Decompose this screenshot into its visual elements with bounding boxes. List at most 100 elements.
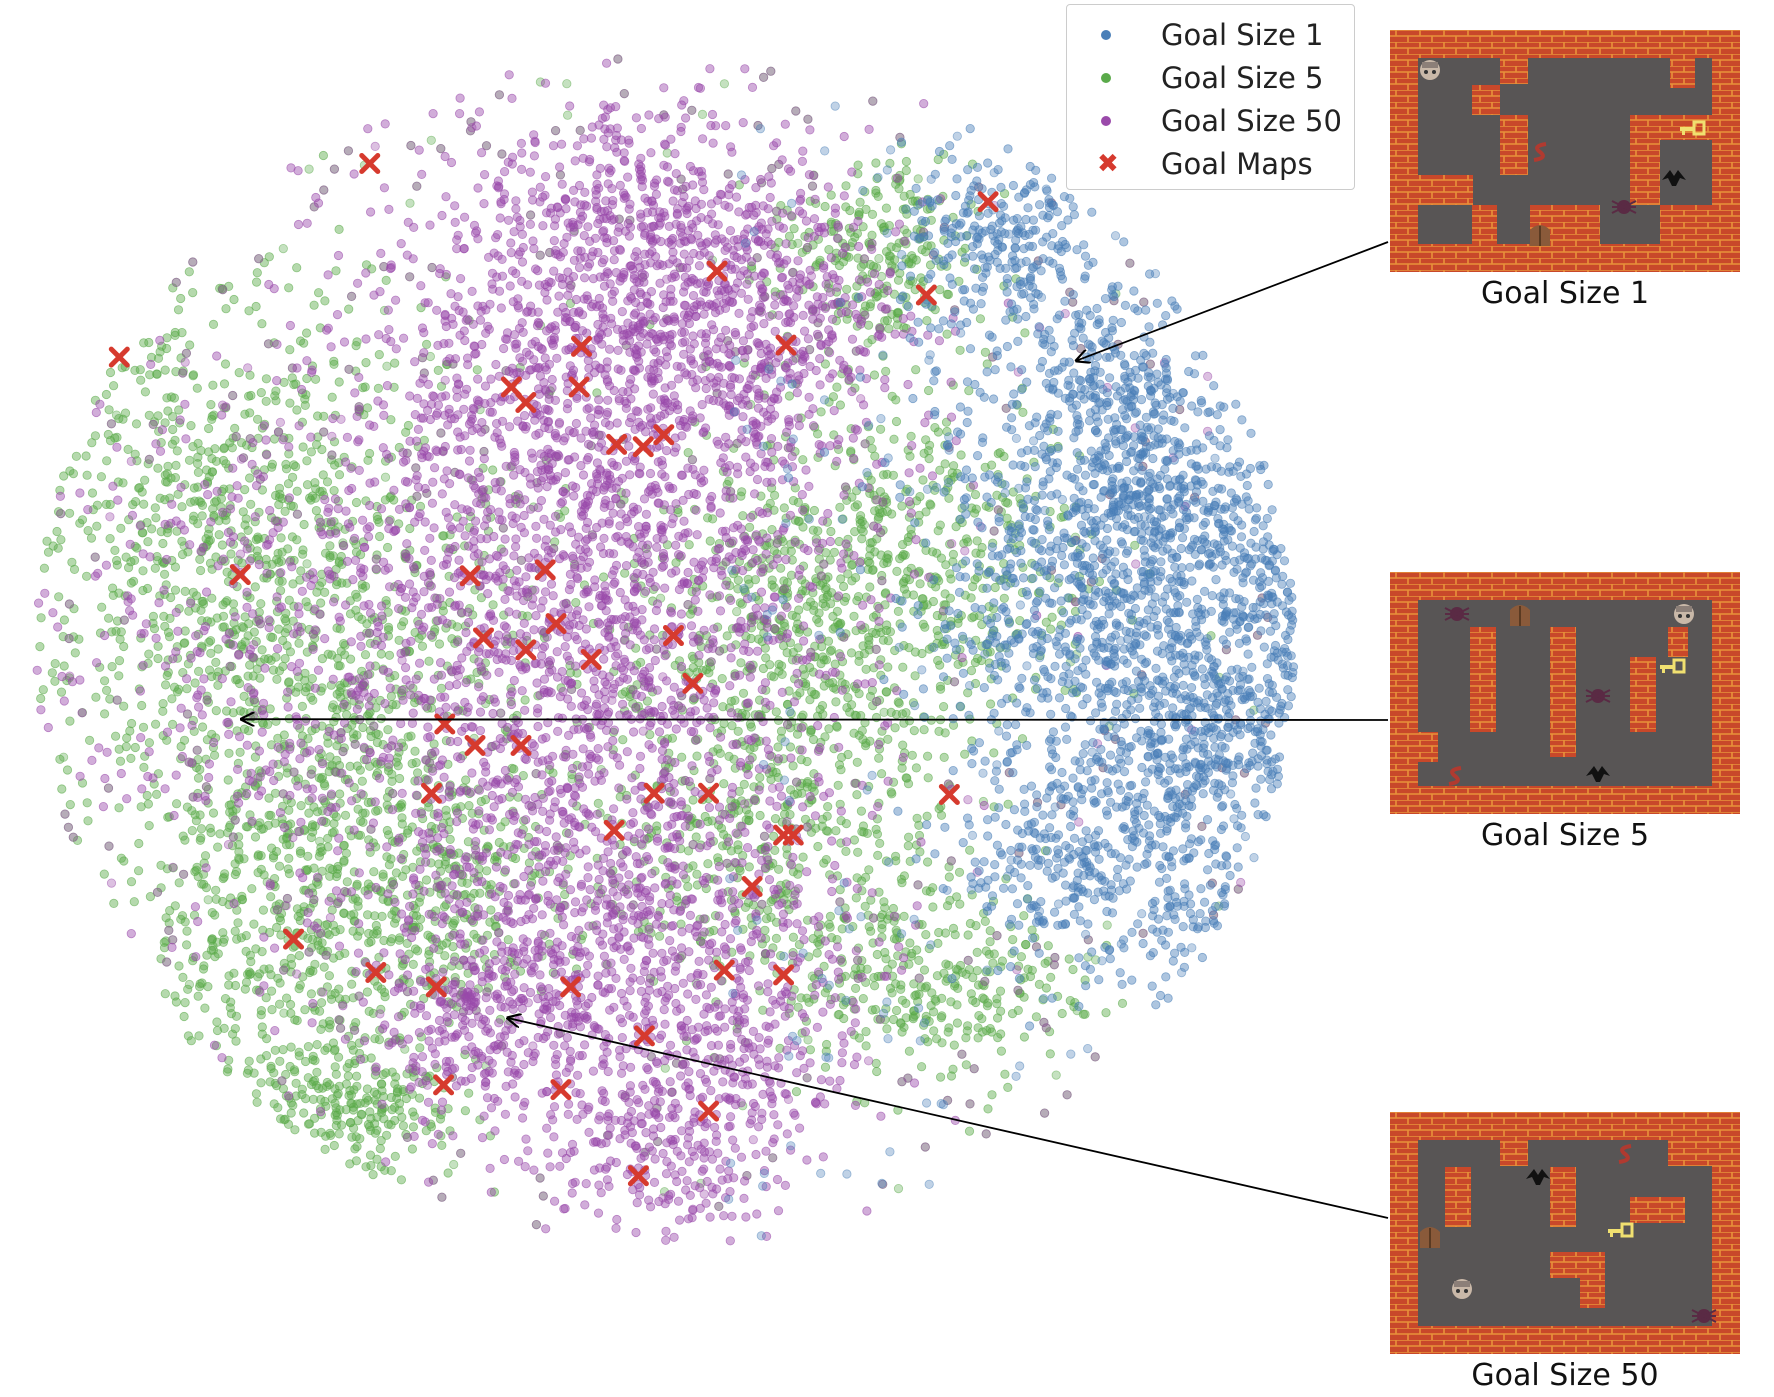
- scatter-point: [832, 606, 843, 617]
- scatter-point: [329, 485, 339, 496]
- scatter-point: [174, 961, 184, 971]
- scatter-point: [274, 624, 284, 634]
- scatter-point: [160, 365, 170, 375]
- scatter-point: [829, 547, 840, 557]
- scatter-point: [995, 1006, 1006, 1016]
- scatter-point: [193, 773, 204, 783]
- scatter-point: [383, 725, 393, 735]
- scatter-point: [224, 980, 234, 990]
- scatter-point: [188, 371, 198, 381]
- scatter-point: [987, 1090, 997, 1100]
- scatter-point: [371, 564, 381, 574]
- scatter-point: [887, 988, 897, 998]
- scatter-point: [256, 1054, 266, 1064]
- scatter-point: [407, 758, 417, 769]
- scatter-point: [919, 725, 929, 735]
- scatter-point: [300, 1056, 311, 1067]
- scatter-point: [377, 1079, 387, 1089]
- scatter-point: [245, 408, 255, 418]
- scatter-point: [211, 885, 221, 895]
- scatter-point: [599, 533, 609, 544]
- scatter-point: [334, 224, 344, 234]
- scatter-point: [218, 622, 228, 632]
- scatter-point: [389, 382, 399, 392]
- scatter-point: [881, 625, 892, 636]
- scatter-point: [258, 905, 268, 915]
- scatter-point: [876, 769, 887, 779]
- scatter-point: [273, 1103, 283, 1113]
- scatter-point: [56, 687, 67, 697]
- scatter-point: [319, 779, 329, 789]
- scatter-point: [189, 483, 199, 493]
- scatter-point: [398, 333, 409, 343]
- scatter-point: [276, 556, 286, 567]
- scatter-point: [234, 847, 244, 857]
- scatter-point: [843, 692, 853, 703]
- scatter-point: [691, 832, 701, 842]
- scatter-point: [147, 524, 157, 534]
- scatter-point: [926, 1000, 936, 1011]
- scatter-point: [377, 911, 387, 922]
- scatter-point: [213, 842, 223, 852]
- scatter-point: [140, 475, 150, 485]
- scatter-point: [709, 925, 719, 936]
- scatter-point: [330, 494, 340, 504]
- scatter-point: [313, 288, 324, 298]
- scatter-point: [870, 451, 880, 461]
- scatter-point: [860, 901, 870, 911]
- scatter-point: [170, 585, 181, 595]
- scatter-point: [92, 521, 102, 531]
- scatter-point: [788, 932, 799, 942]
- scatter-point: [363, 879, 373, 889]
- scatter-point: [218, 600, 228, 610]
- scatter-point: [184, 455, 195, 465]
- scatter-point: [898, 740, 908, 750]
- scatter-point: [240, 484, 250, 495]
- scatter-point: [250, 582, 260, 592]
- scatter-point: [320, 1144, 330, 1155]
- scatter-point: [261, 396, 271, 406]
- scatter-point: [746, 512, 756, 523]
- scatter-point: [327, 392, 337, 402]
- scatter-point: [219, 443, 229, 454]
- scatter-point: [278, 1084, 288, 1094]
- scatter-point: [949, 1040, 959, 1050]
- scatter-point: [920, 983, 930, 993]
- scatter-point: [831, 826, 841, 836]
- scatter-point: [298, 442, 308, 452]
- scatter-point: [1007, 1008, 1018, 1019]
- scatter-point: [997, 956, 1008, 966]
- scatter-point: [845, 205, 855, 216]
- scatter-point: [246, 499, 256, 509]
- scatter-point: [306, 495, 316, 505]
- scatter-point: [676, 919, 686, 929]
- scatter-point: [883, 734, 893, 744]
- scatter-point: [907, 440, 917, 451]
- scatter-point: [58, 752, 69, 762]
- scatter-point: [198, 964, 209, 974]
- scatter-point: [307, 673, 317, 684]
- scatter-point: [922, 751, 933, 761]
- scatter-point: [963, 930, 973, 940]
- scatter-point: [983, 1104, 993, 1114]
- scatter-point: [296, 800, 306, 811]
- scatter-point: [195, 810, 205, 820]
- scatter-point: [126, 877, 137, 887]
- scatter-point: [59, 615, 70, 625]
- scatter-point: [652, 821, 662, 831]
- scatter-point: [302, 456, 312, 466]
- scatter-point: [441, 805, 451, 815]
- scatter-point: [363, 1095, 373, 1105]
- scatter-point: [335, 624, 345, 634]
- scatter-point: [361, 334, 371, 344]
- scatter-point: [593, 798, 603, 809]
- scatter-point: [260, 654, 270, 664]
- scatter-point: [376, 649, 386, 659]
- scatter-point: [252, 664, 262, 674]
- scatter-point: [397, 799, 407, 809]
- scatter-point: [692, 751, 702, 761]
- scatter-point: [809, 505, 820, 516]
- scatter-point: [749, 489, 760, 499]
- scatter-point: [730, 695, 740, 706]
- scatter-point: [285, 320, 295, 331]
